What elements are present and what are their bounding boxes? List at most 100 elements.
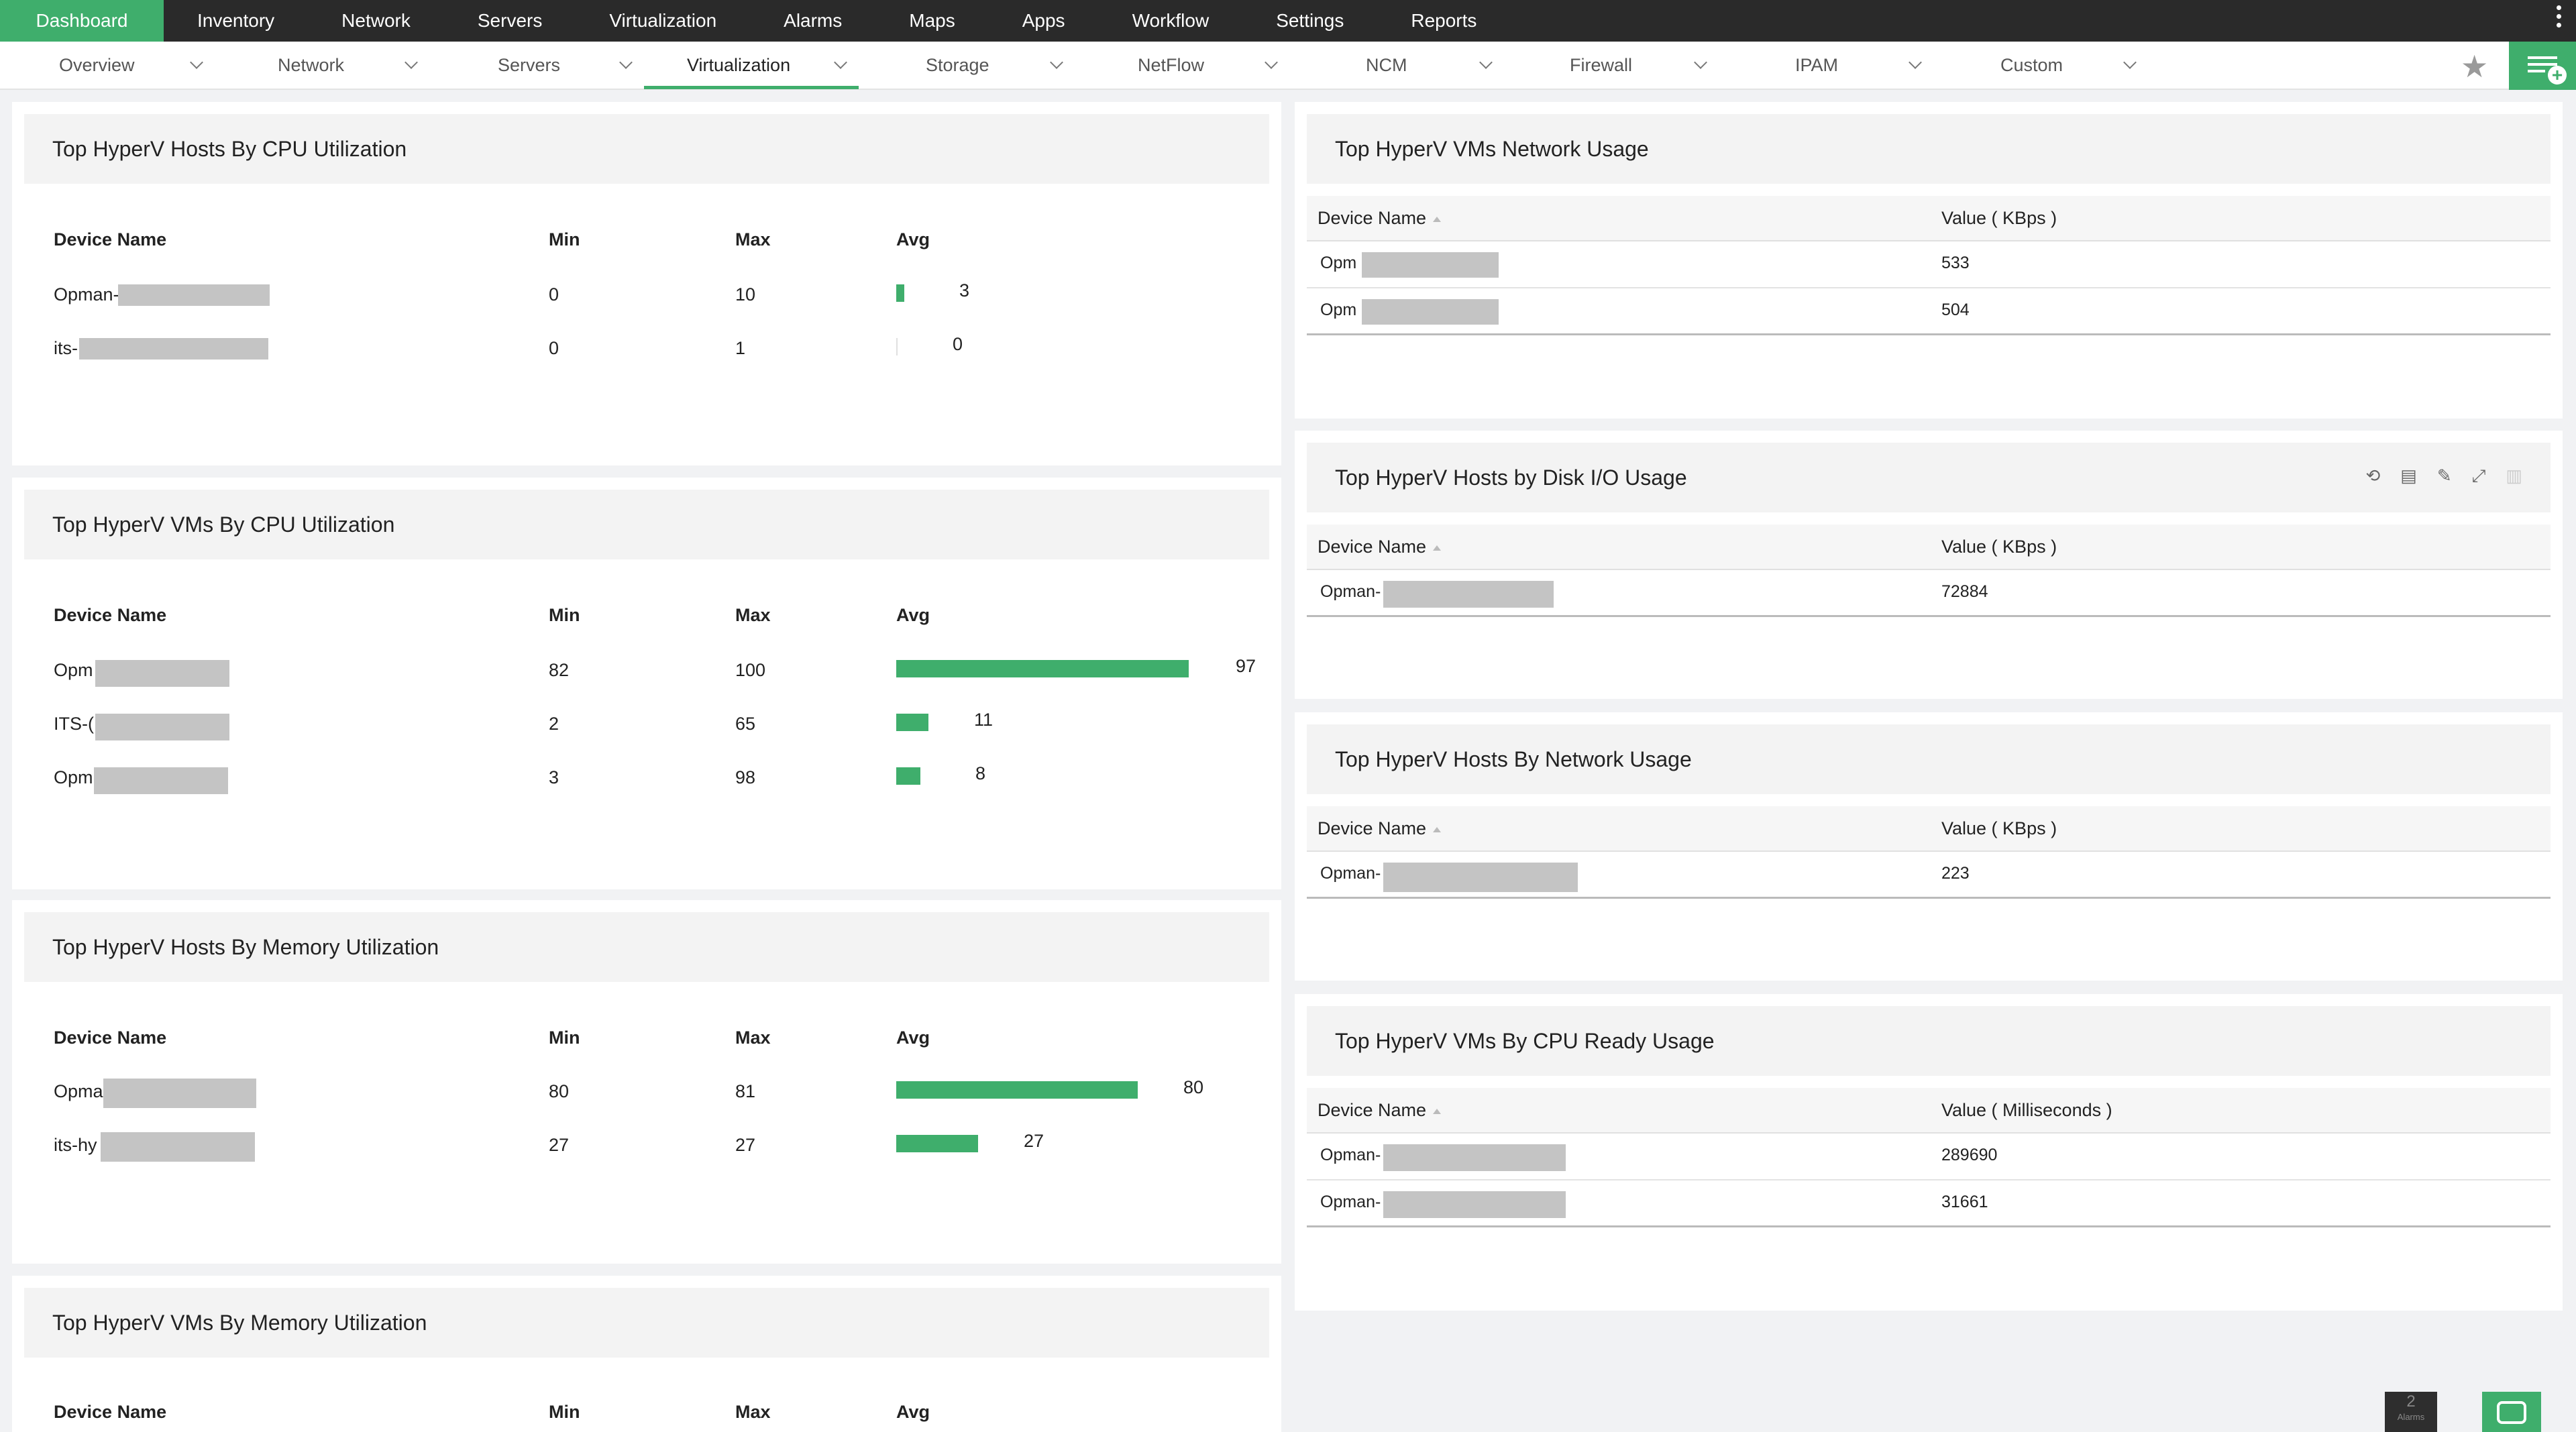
chevron-down-icon[interactable] <box>619 56 633 69</box>
device-name[interactable]: Opm <box>54 660 93 680</box>
redacted-text <box>95 660 229 687</box>
nav-virtualization[interactable]: Virtualization <box>609 10 717 31</box>
col-header-value[interactable]: Value ( Milliseconds ) <box>1941 1100 2112 1120</box>
subtab-servers[interactable]: Servers <box>498 54 561 75</box>
subtab-virtualization[interactable]: Virtualization <box>687 54 791 75</box>
delete-icon[interactable]: ▥ <box>2506 465 2522 486</box>
device-name[interactable]: Opm <box>1320 254 1357 272</box>
device-name[interactable]: Opm <box>54 767 93 787</box>
avg-value: 3 <box>959 280 970 300</box>
col-header-device[interactable]: Device Name <box>1318 537 1442 557</box>
col-header-device[interactable]: Device Name <box>1318 1100 1442 1121</box>
redacted-text <box>1362 252 1499 278</box>
subtab-netflow[interactable]: NetFlow <box>1138 54 1205 75</box>
alarms-button[interactable]: 2 Alarms <box>2385 1392 2437 1432</box>
col-header-value[interactable]: Value ( KBps ) <box>1941 537 2057 557</box>
col-header: Avg <box>896 229 930 250</box>
main-nav: Dashboard Inventory Network Servers Virt… <box>0 0 2576 42</box>
col-header: Min <box>549 605 580 625</box>
avg-bar <box>896 338 898 355</box>
device-name[interactable]: Opman- <box>1320 1146 1381 1164</box>
table-row: Opman- 72884 <box>1307 571 2551 617</box>
device-name[interactable]: Opman- <box>1320 1193 1381 1211</box>
nav-settings[interactable]: Settings <box>1276 10 1344 31</box>
alarm-label: Alarms <box>2397 1412 2425 1422</box>
device-name[interactable]: ITS-( <box>54 714 94 734</box>
device-name[interactable]: Opman- <box>1320 864 1381 883</box>
widget-vms-network: Top HyperV VMs Network Usage Device Name… <box>1295 102 2563 419</box>
device-name[interactable]: Opma <box>54 1081 103 1101</box>
nav-reports[interactable]: Reports <box>1411 10 1477 31</box>
widget-title: Top HyperV Hosts By CPU Utilization <box>24 114 1269 184</box>
nav-alarms[interactable]: Alarms <box>784 10 843 31</box>
redacted-text <box>95 714 229 740</box>
device-name[interactable]: its-hy <box>54 1135 97 1155</box>
add-widget-button[interactable]: + <box>2509 42 2576 90</box>
device-name[interactable]: Opm <box>1320 300 1357 319</box>
table-row: Opm 533 <box>1307 243 2551 288</box>
col-header-device[interactable]: Device Name <box>1318 208 1442 229</box>
chevron-down-icon[interactable] <box>190 56 203 69</box>
col-header: Min <box>549 1402 580 1422</box>
nav-workflow[interactable]: Workflow <box>1132 10 1210 31</box>
col-header-value[interactable]: Value ( KBps ) <box>1941 208 2057 228</box>
max-value: 98 <box>735 767 756 787</box>
nav-apps[interactable]: Apps <box>1022 10 1065 31</box>
subtab-ncm[interactable]: NCM <box>1366 54 1407 75</box>
chevron-down-icon[interactable] <box>1909 56 1922 69</box>
nav-dashboard[interactable]: Dashboard <box>0 0 164 42</box>
avg-bar <box>896 660 1189 677</box>
subtab-overview[interactable]: Overview <box>59 54 135 75</box>
expand-icon[interactable]: ⤢ <box>2471 465 2486 486</box>
subtab-ipam[interactable]: IPAM <box>1795 54 1839 75</box>
col-header: Max <box>735 229 771 250</box>
sub-nav: Overview Network Servers Virtualization … <box>0 42 2576 90</box>
nav-servers[interactable]: Servers <box>477 10 543 31</box>
edit-icon[interactable]: ✎ <box>2436 465 2452 486</box>
redacted-text <box>1383 1144 1566 1171</box>
chevron-down-icon[interactable] <box>1479 56 1493 69</box>
device-name[interactable]: Opman- <box>1320 582 1381 601</box>
value: 533 <box>1941 254 1970 272</box>
widget-title: Top HyperV Hosts by Disk I/O Usage <box>1307 443 2551 512</box>
avg-value: 80 <box>1183 1077 1204 1097</box>
widget-title: Top HyperV VMs By Memory Utilization <box>24 1288 1269 1358</box>
chevron-down-icon[interactable] <box>2123 56 2137 69</box>
subtab-custom[interactable]: Custom <box>2000 54 2063 75</box>
redacted-text <box>118 284 270 306</box>
min-value: 27 <box>549 1135 570 1155</box>
chevron-down-icon[interactable] <box>1694 56 1707 69</box>
subtab-storage[interactable]: Storage <box>926 54 989 75</box>
refresh-icon[interactable]: ⟲ <box>2365 465 2381 486</box>
min-value: 0 <box>549 338 559 358</box>
value: 289690 <box>1941 1146 1998 1164</box>
alarm-count: 2 <box>2406 1392 2416 1411</box>
chat-button[interactable] <box>2482 1392 2541 1432</box>
widget-title: Top HyperV Hosts By Memory Utilization <box>24 912 1269 982</box>
col-header-device[interactable]: Device Name <box>1318 818 1442 839</box>
widget-hosts-network: Top HyperV Hosts By Network Usage Device… <box>1295 712 2563 981</box>
col-header: Min <box>549 229 580 250</box>
nav-maps[interactable]: Maps <box>909 10 955 31</box>
chevron-down-icon[interactable] <box>405 56 418 69</box>
nav-network[interactable]: Network <box>341 10 411 31</box>
widget-vms-memory: Top HyperV VMs By Memory Utilization Dev… <box>12 1276 1281 1432</box>
value: 72884 <box>1941 582 1988 601</box>
chevron-down-icon[interactable] <box>834 56 847 69</box>
min-value: 3 <box>549 767 559 787</box>
chevron-down-icon[interactable] <box>1265 56 1278 69</box>
device-name[interactable]: its- <box>54 338 78 358</box>
document-icon[interactable]: ▤ <box>2400 465 2417 486</box>
device-name[interactable]: Opman- <box>54 284 119 305</box>
col-header-value[interactable]: Value ( KBps ) <box>1941 818 2057 838</box>
value: 504 <box>1941 300 1970 319</box>
subtab-firewall[interactable]: Firewall <box>1570 54 1633 75</box>
subtab-network[interactable]: Network <box>278 54 345 75</box>
star-icon[interactable]: ★ <box>2461 49 2489 84</box>
nav-inventory[interactable]: Inventory <box>197 10 275 31</box>
chevron-down-icon[interactable] <box>1050 56 1063 69</box>
more-options-icon[interactable] <box>2557 5 2561 27</box>
avg-bar <box>896 1135 978 1152</box>
value: 223 <box>1941 864 1970 883</box>
widget-title: Top HyperV VMs By CPU Utilization <box>24 490 1269 559</box>
